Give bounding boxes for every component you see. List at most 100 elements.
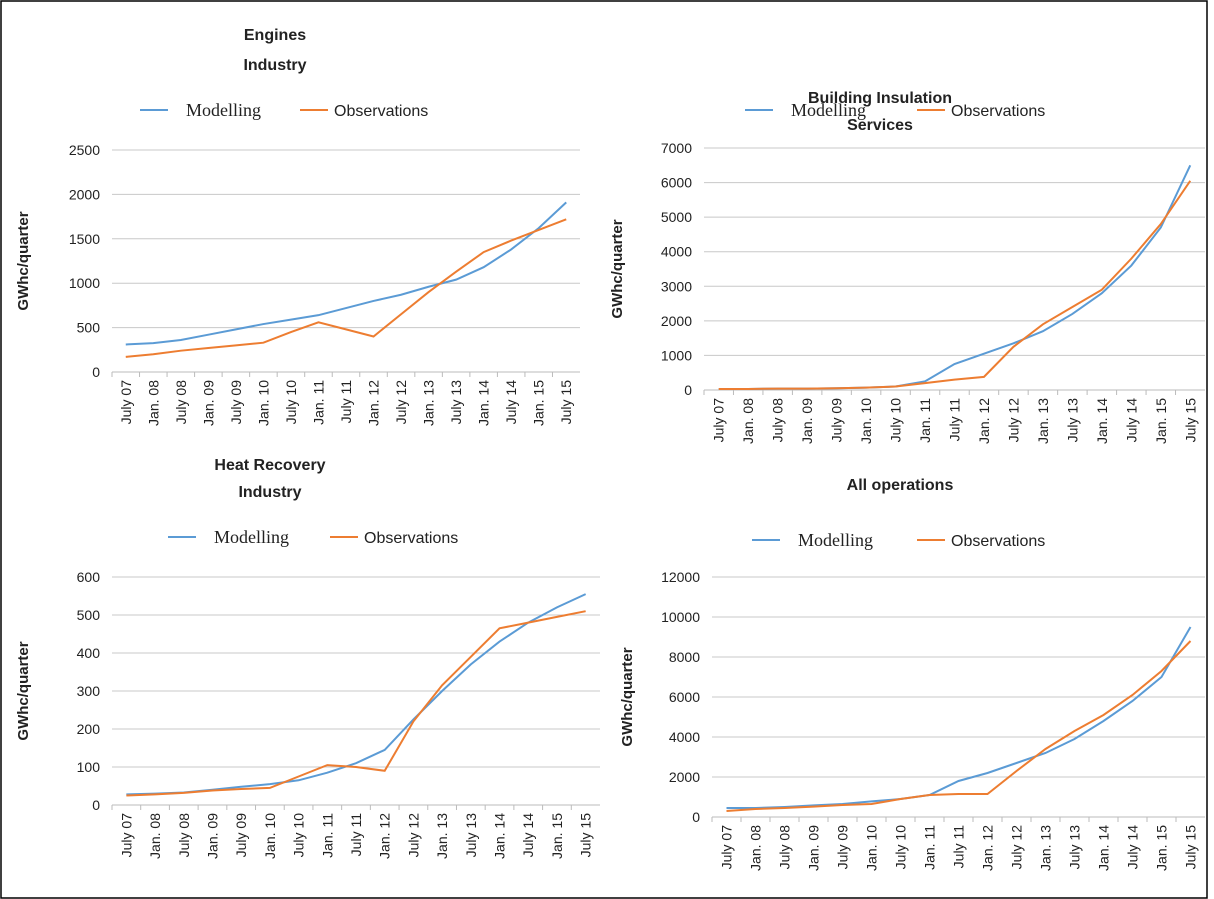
y-tick-label: 500	[77, 320, 101, 336]
x-tick-label: Jan. 09	[806, 825, 822, 871]
x-tick-label: July 11	[338, 380, 354, 424]
y-tick-label: 2000	[661, 313, 692, 329]
x-tick-label: July 13	[448, 380, 464, 425]
x-tick-label: Jan. 15	[1154, 825, 1170, 871]
y-tick-label: 8000	[669, 649, 700, 665]
x-tick-label: Jan. 09	[204, 813, 220, 859]
y-axis-label: GWhc/quarter	[619, 647, 636, 746]
x-tick-label: July 08	[173, 380, 189, 425]
y-axis-label: GWhc/quarter	[15, 641, 32, 740]
x-tick-label: July 10	[291, 813, 307, 858]
x-tick-label: Jan. 14	[1096, 825, 1112, 871]
x-tick-label: Jan. 11	[922, 825, 938, 870]
chart-title: Engines	[244, 27, 306, 44]
x-tick-label: Jan. 15	[549, 813, 565, 859]
x-tick-label: Jan. 15	[1153, 398, 1169, 444]
y-tick-label: 2500	[69, 142, 100, 158]
data-line	[718, 180, 1192, 390]
x-tick-label: July 14	[520, 813, 536, 858]
x-tick-label: Jan. 09	[200, 380, 216, 426]
x-tick-label: July 07	[118, 813, 134, 858]
y-tick-label: 10000	[661, 609, 700, 625]
x-tick-label: Jan. 10	[262, 813, 278, 859]
legend-label: Observations	[951, 533, 1045, 550]
x-tick-label: July 13	[463, 813, 479, 858]
legend-label: Modelling	[186, 100, 261, 120]
x-tick-label: July 08	[777, 825, 793, 870]
x-tick-label: July 11	[348, 813, 364, 857]
x-tick-label: July 11	[947, 398, 963, 442]
legend-label: Modelling	[214, 527, 289, 547]
x-tick-label: July 08	[770, 398, 786, 443]
x-tick-label: Jan. 10	[864, 825, 880, 871]
x-tick-label: Jan. 09	[799, 398, 815, 444]
x-tick-label: July 09	[228, 380, 244, 425]
data-line	[726, 626, 1192, 809]
y-tick-label: 3000	[661, 278, 692, 294]
x-tick-label: July 09	[835, 825, 851, 870]
chart-title: Services	[847, 117, 913, 134]
chart-title: Heat Recovery	[214, 457, 325, 474]
y-tick-label: 400	[77, 645, 101, 661]
x-tick-label: Jan. 08	[145, 380, 161, 426]
x-tick-label: July 15	[1182, 398, 1198, 443]
legend-label: Observations	[364, 530, 458, 547]
x-tick-label: Jan. 11	[917, 398, 933, 443]
x-tick-label: Jan. 14	[1094, 398, 1110, 444]
x-tick-label: Jan. 10	[858, 398, 874, 444]
x-tick-label: Jan. 12	[976, 398, 992, 444]
chart-title: Industry	[243, 57, 306, 74]
x-tick-label: Jan. 13	[1035, 398, 1051, 444]
legend-label: Modelling	[791, 100, 866, 120]
x-tick-label: July 10	[283, 380, 299, 425]
x-tick-label: July 09	[233, 813, 249, 858]
y-tick-label: 12000	[661, 569, 700, 585]
data-line	[125, 218, 567, 358]
y-tick-label: 4000	[669, 729, 700, 745]
x-tick-label: July 13	[1064, 398, 1080, 443]
x-tick-label: July 08	[176, 813, 192, 858]
x-tick-label: Jan. 13	[421, 380, 437, 426]
chart-title: Building Insulation	[808, 90, 952, 107]
y-tick-label: 4000	[661, 244, 692, 260]
x-tick-label: July 11	[951, 825, 967, 869]
y-axis-label: GWhc/quarter	[609, 219, 626, 318]
x-tick-label: July 14	[1123, 398, 1139, 443]
y-tick-label: 200	[77, 721, 101, 737]
y-tick-label: 1500	[69, 231, 100, 247]
x-tick-label: July 12	[1009, 825, 1025, 870]
y-axis-label: GWhc/quarter	[15, 211, 32, 310]
x-tick-label: Jan. 08	[147, 813, 163, 859]
y-tick-label: 500	[77, 607, 101, 623]
y-tick-label: 0	[684, 382, 692, 398]
y-tick-label: 6000	[669, 689, 700, 705]
x-tick-label: July 07	[719, 825, 735, 870]
y-tick-label: 1000	[69, 275, 100, 291]
x-tick-label: July 15	[1183, 825, 1199, 870]
y-tick-label: 2000	[69, 186, 100, 202]
y-tick-label: 300	[77, 683, 101, 699]
x-tick-label: July 14	[503, 380, 519, 425]
y-tick-label: 0	[92, 364, 100, 380]
x-tick-label: July 15	[558, 380, 574, 425]
y-tick-label: 600	[77, 569, 101, 585]
x-tick-label: Jan. 13	[434, 813, 450, 859]
data-line	[726, 640, 1192, 812]
chart-title: All operations	[847, 477, 954, 494]
y-tick-label: 5000	[661, 209, 692, 225]
x-tick-label: Jan. 14	[476, 380, 492, 426]
legend-label: Observations	[334, 103, 428, 120]
x-tick-label: July 13	[1067, 825, 1083, 870]
legend-label: Observations	[951, 103, 1045, 120]
x-tick-label: Jan. 08	[748, 825, 764, 871]
x-tick-label: Jan. 12	[980, 825, 996, 871]
x-tick-label: Jan. 13	[1038, 825, 1054, 871]
x-tick-label: Jan. 15	[531, 380, 547, 426]
x-tick-label: July 09	[829, 398, 845, 443]
x-tick-label: Jan. 08	[740, 398, 756, 444]
y-tick-label: 6000	[661, 175, 692, 191]
y-tick-label: 100	[77, 759, 101, 775]
x-tick-label: Jan. 10	[255, 380, 271, 426]
x-tick-label: July 12	[405, 813, 421, 858]
